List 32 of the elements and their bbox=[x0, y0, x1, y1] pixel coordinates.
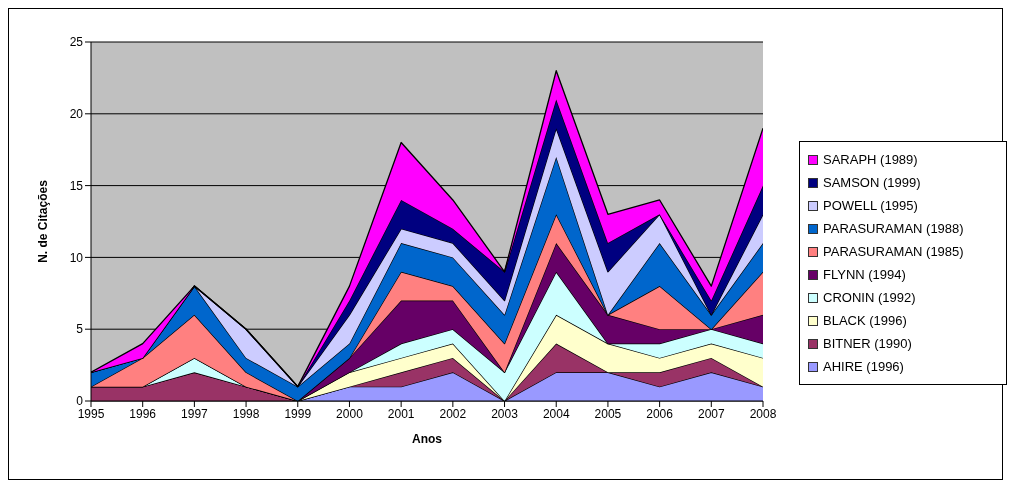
legend-label: AHIRE (1996) bbox=[823, 359, 904, 374]
legend-label: BITNER (1990) bbox=[823, 336, 912, 351]
y-tick-label: 10 bbox=[69, 250, 84, 265]
x-tick-label: 1997 bbox=[181, 406, 209, 421]
legend-label: POWELL (1995) bbox=[823, 198, 918, 213]
y-axis-title: N. de Citações bbox=[36, 179, 51, 263]
legend-label: CRONIN (1992) bbox=[823, 290, 916, 305]
x-tick-label: 2008 bbox=[749, 406, 777, 421]
x-tick-label: 2003 bbox=[491, 406, 519, 421]
y-tick-label: 5 bbox=[76, 322, 84, 337]
legend-label: FLYNN (1994) bbox=[823, 267, 906, 282]
x-tick-label: 1999 bbox=[284, 406, 312, 421]
x-axis-title: Anos bbox=[412, 432, 443, 446]
y-tick-label: 25 bbox=[69, 35, 84, 50]
x-tick-label: 2006 bbox=[646, 406, 674, 421]
y-tick-label: 0 bbox=[76, 394, 84, 409]
x-tick-label: 2007 bbox=[697, 406, 725, 421]
y-tick-label: 20 bbox=[69, 107, 84, 122]
legend-label: SARAPH (1989) bbox=[823, 152, 918, 167]
x-tick-label: 2001 bbox=[387, 406, 415, 421]
x-tick-label: 1998 bbox=[232, 406, 260, 421]
x-tick-label: 1996 bbox=[129, 406, 157, 421]
x-tick-label: 2000 bbox=[336, 406, 364, 421]
legend-label: PARASURAMAN (1988) bbox=[823, 221, 964, 236]
legend-label: BLACK (1996) bbox=[823, 313, 907, 328]
x-tick-label: 1995 bbox=[77, 406, 105, 421]
legend-label: SAMSON (1999) bbox=[823, 175, 921, 190]
x-tick-label: 2004 bbox=[542, 406, 570, 421]
legend-label: PARASURAMAN (1985) bbox=[823, 244, 964, 259]
x-tick-label: 2005 bbox=[594, 406, 622, 421]
y-tick-label: 15 bbox=[69, 178, 84, 193]
x-tick-label: 2002 bbox=[439, 406, 467, 421]
